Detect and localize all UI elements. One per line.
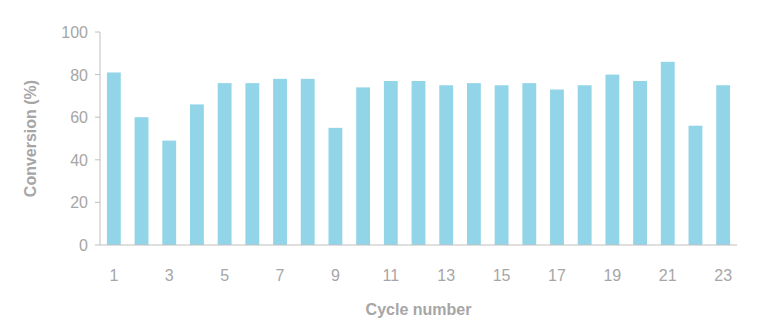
bar	[190, 104, 204, 245]
y-tick	[95, 74, 100, 75]
y-tick	[95, 202, 100, 203]
y-axis-line	[100, 32, 101, 245]
x-tick-label: 17	[548, 267, 566, 284]
x-tick-label: 21	[659, 267, 677, 284]
bar	[689, 126, 703, 245]
x-tick-label: 3	[165, 267, 174, 284]
bar	[412, 81, 426, 245]
x-axis-title: Cycle number	[366, 301, 472, 318]
x-tick-label: 9	[331, 267, 340, 284]
y-tick	[95, 245, 100, 246]
x-tick-label: 15	[493, 267, 511, 284]
bar	[328, 128, 342, 245]
y-tick	[95, 159, 100, 160]
bar	[162, 141, 176, 245]
bar	[550, 90, 564, 245]
y-tick-label: 100	[61, 24, 88, 41]
bar	[578, 85, 592, 245]
bar	[661, 62, 675, 245]
bar	[356, 87, 370, 245]
chart: 0204060801001357911131517192123Cycle num…	[0, 0, 769, 326]
bar	[218, 83, 232, 245]
bar	[522, 83, 536, 245]
y-axis-title: Conversion (%)	[22, 80, 39, 197]
bar	[495, 85, 509, 245]
x-tick-label: 19	[603, 267, 621, 284]
y-tick-label: 80	[70, 67, 88, 84]
y-tick-label: 40	[70, 152, 88, 169]
y-tick-label: 0	[79, 237, 88, 254]
x-tick-label: 23	[714, 267, 732, 284]
bar	[301, 79, 315, 245]
x-tick-label: 1	[109, 267, 118, 284]
chart-container: 0204060801001357911131517192123Cycle num…	[0, 0, 769, 326]
bar	[107, 72, 121, 245]
bars	[107, 62, 730, 245]
bar	[384, 81, 398, 245]
y-tick-label: 60	[70, 109, 88, 126]
bar	[439, 85, 453, 245]
bar	[633, 81, 647, 245]
x-tick-label: 13	[437, 267, 455, 284]
y-tick-label: 20	[70, 194, 88, 211]
bar	[716, 85, 730, 245]
bar	[467, 83, 481, 245]
y-tick	[95, 117, 100, 118]
x-tick-label: 11	[382, 267, 399, 284]
y-tick	[95, 32, 100, 33]
bar	[273, 79, 287, 245]
x-tick-label: 7	[276, 267, 285, 284]
bar	[605, 75, 619, 245]
bar	[245, 83, 259, 245]
x-tick-label: 5	[220, 267, 229, 284]
bar	[135, 117, 149, 245]
x-axis-line	[100, 245, 737, 246]
